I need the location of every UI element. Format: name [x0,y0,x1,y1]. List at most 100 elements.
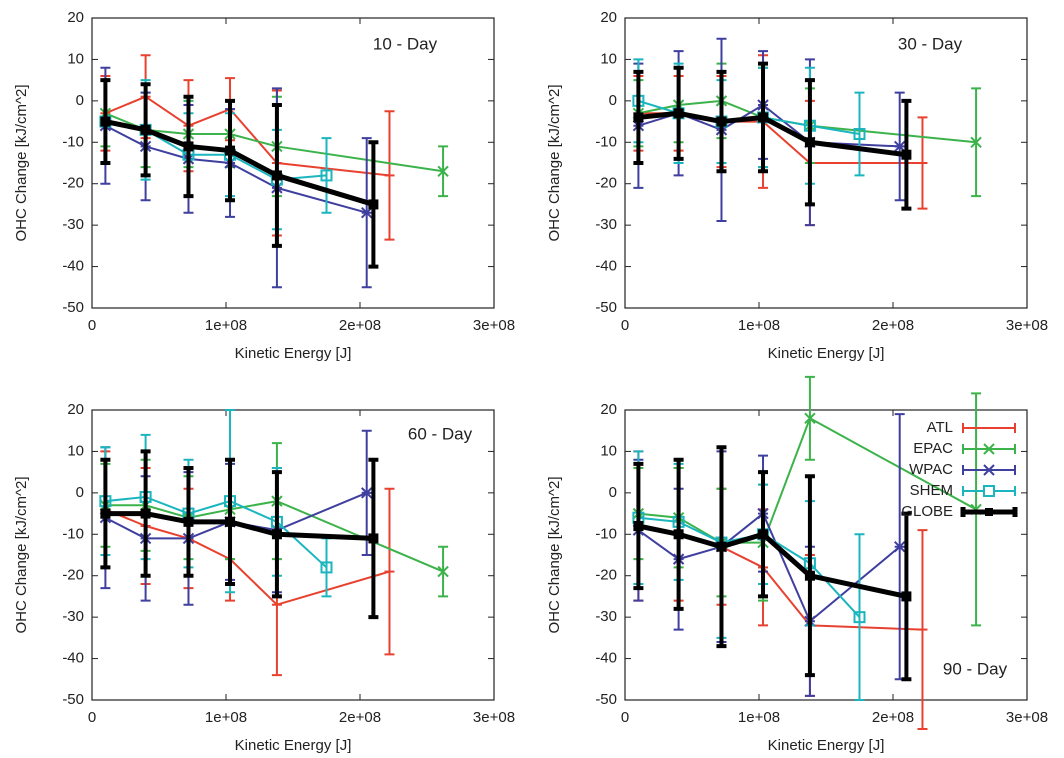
y-tick-label: 20 [67,9,84,26]
annotation: 90 - Day [943,659,1008,678]
x-tick-label: 0 [621,709,629,726]
x-tick-label: 3e+08 [1006,709,1048,726]
y-tick-label: 10 [600,442,617,459]
series-line [105,500,444,573]
y-tick-label: 20 [600,401,617,418]
y-axis-label: OHC Change [kJ/cm^2] [546,84,563,241]
marker [853,611,866,624]
marker [758,112,769,123]
marker [183,516,194,527]
x-tick-label: 0 [88,317,96,334]
plot-frame [624,409,1028,701]
x-tick-label: 2e+08 [872,317,914,334]
y-tick-label: -40 [595,258,617,275]
marker [437,165,449,177]
error-bar [854,533,865,701]
y-tick-label: -30 [62,608,84,625]
annotation: 30 - Day [898,34,963,53]
x-axis-label: Kinetic Energy [J] [235,737,352,754]
marker [758,529,769,540]
legend-marker [983,464,995,476]
legend-marker [983,443,995,455]
y-tick-label: -40 [62,650,84,667]
marker [804,570,815,581]
marker [225,516,236,527]
y-tick-label: -20 [595,567,617,584]
y-tick-label: -50 [595,299,617,316]
y-tick-label: 10 [67,442,84,459]
y-tick-label: -50 [595,691,617,708]
series-line [105,511,374,541]
marker [633,521,644,531]
x-axis-label: Kinetic Energy [J] [768,345,885,362]
panel: -50 -40 -30 -20 -10 0 10 20 0 1e+08 2e+08 3e+08 Kine… [546,375,1048,754]
y-tick-label: -10 [62,525,84,542]
series-line [105,95,390,177]
legend-marker [985,508,993,516]
y-tick-label: 0 [76,92,84,109]
x-tick-label: 2e+08 [872,709,914,726]
x-tick-label: 2e+08 [339,317,381,334]
y-tick-label: -40 [62,258,84,275]
marker [804,137,815,148]
marker [673,529,684,540]
y-tick-label: 0 [76,484,84,501]
marker [804,412,816,424]
y-tick-label: -40 [595,650,617,667]
series-line [638,525,923,631]
marker [183,141,194,152]
y-tick-label: 10 [67,50,84,67]
y-tick-label: -50 [62,299,84,316]
marker [320,169,333,182]
error-bar [321,137,332,214]
annotation: 60 - Day [408,424,473,443]
series-line [104,124,367,214]
y-tick-label: -10 [595,525,617,542]
marker [100,116,111,127]
x-tick-label: 3e+08 [473,317,515,334]
series-line [637,523,907,599]
marker [140,124,151,135]
marker [437,565,449,578]
x-tick-label: 0 [88,709,96,726]
y-tick-label: 20 [67,401,84,418]
series-line [105,508,390,606]
marker [901,149,912,160]
legend-label: GLOBE [901,503,953,520]
y-tick-label: -20 [595,175,617,192]
y-tick-label: -50 [62,691,84,708]
y-tick-label: 0 [609,484,617,501]
marker [901,591,912,602]
series-line [104,491,368,540]
y-tick-label: -30 [62,216,84,233]
x-tick-label: 0 [621,317,629,334]
y-tick-label: -30 [595,216,617,233]
plot-frame [624,17,1028,309]
y-tick-label: -20 [62,567,84,584]
x-tick-label: 1e+08 [738,709,780,726]
series-line [638,417,977,544]
x-axis-label: Kinetic Energy [J] [768,737,885,754]
y-tick-label: -30 [595,608,617,625]
x-axis-label: Kinetic Energy [J] [235,345,352,362]
y-axis-label: OHC Change [kJ/cm^2] [13,84,30,241]
y-tick-label: -20 [62,175,84,192]
marker [271,529,282,540]
y-axis-label: OHC Change [kJ/cm^2] [13,476,30,633]
marker [368,199,379,210]
x-tick-label: 2e+08 [339,709,381,726]
series-line [638,99,977,144]
marker [853,128,866,140]
series-line [637,512,901,623]
annotation: 10 - Day [373,34,438,53]
y-tick-label: 10 [600,50,617,67]
marker [140,508,151,519]
legend-marker [983,485,995,497]
series-line [105,496,328,569]
y-tick-label: 0 [609,92,617,109]
legend-label: ATL [927,419,953,436]
x-tick-label: 1e+08 [205,317,247,334]
error-bar [321,537,332,598]
error-bar [854,91,865,177]
marker [673,108,684,119]
